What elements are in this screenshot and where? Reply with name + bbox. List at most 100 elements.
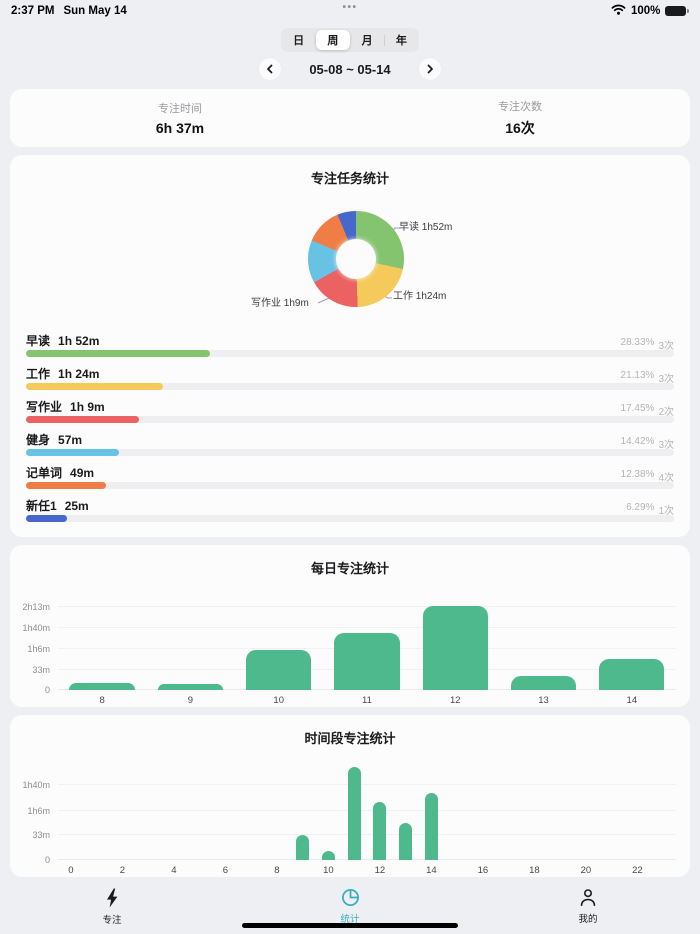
segment-月[interactable]: 月 [351,30,384,50]
task-row: 新任1 25m 6.29% 1次 [26,497,674,522]
bar [599,658,665,690]
x-axis-label [341,865,367,876]
bar [69,683,135,690]
x-axis-label [496,865,522,876]
donut-hole [336,239,376,279]
daily-chart: 0 33m 1h6m 1h40m 2h13m 8 9 10 11 12 13 14 [22,602,676,706]
task-progress-track [26,416,674,423]
date-range-label: 05-08 ~ 05-14 [309,61,391,77]
x-axis-label: 8 [99,695,105,706]
bar-slot [187,755,213,860]
gridline [58,626,676,628]
bar [296,835,310,860]
task-count: 3次 [658,341,674,352]
task-progress-fill [26,383,163,390]
focus-count-label: 专注次数 [498,101,542,113]
multitasking-indicator[interactable]: ••• [342,2,358,13]
status-date: Sun May 14 [63,5,127,17]
donut-callout-label: 早读 1h52m [399,222,453,233]
task-progress-fill [26,350,210,357]
donut-chart-area: 早读 1h52m 工作 1h24m 写作业 1h9m [26,193,674,330]
prev-week-button[interactable] [259,58,281,80]
hourly-stats-title: 时间段专注统计 [304,731,396,746]
x-axis-label: 20 [580,865,592,876]
bar [246,650,312,690]
daily-stats-title: 每日专注统计 [310,561,389,576]
task-name: 健身 [26,433,51,447]
task-progress-track [26,350,674,357]
x-axis-label: 16 [477,865,489,876]
chevron-left-icon [267,64,273,74]
bar-slot [213,755,239,860]
segment-年[interactable]: 年 [385,30,418,50]
bar-slot [625,755,651,860]
tab-profile[interactable]: 我的 [572,886,604,934]
hourly-chart-plot: 0 33m 1h6m 1h40m [22,755,676,865]
daily-chart-bars [58,603,676,690]
task-percent: 14.42% [620,436,655,447]
home-indicator[interactable] [242,923,458,928]
bar-slot [599,755,625,860]
x-axis-label [135,865,161,876]
x-axis-label: 6 [222,865,229,876]
task-stats: 17.45% 2次 [621,403,674,418]
bar-slot [522,755,548,860]
x-axis-label [187,865,213,876]
x-axis-label: 14 [626,695,638,706]
task-percent: 28.33% [620,337,655,348]
bar-slot [573,755,599,860]
x-axis-label: 12 [374,865,386,876]
daily-chart-plot: 0 33m 1h6m 1h40m 2h13m [22,602,676,695]
x-axis-label: 18 [529,865,540,876]
x-axis-label [444,865,470,876]
segment-日[interactable]: 日 [282,30,315,50]
daily-stats-card: 每日专注统计 0 33m 1h6m 1h40m 2h13m 8 9 10 11 12 13 14 [10,545,690,707]
bar [424,793,438,860]
bar-slot [161,755,187,860]
tab-focus[interactable]: 专注 [96,886,128,934]
bar-slot [588,603,676,690]
task-stats: 12.38% 4次 [621,469,674,484]
bar-slot [58,603,146,690]
bar-slot [323,603,411,690]
y-axis-label: 33m [32,664,50,675]
task-time: 25m [64,499,89,513]
segment-divider [383,34,385,46]
tab-statistics[interactable]: 统计 [334,886,367,934]
task-list: 早读 1h 52m 28.33% 3次 工作 1h 24m 21.13% 3次 写作业 1h 9m… [26,332,674,522]
x-axis-label: 12 [449,695,461,706]
task-count: 1次 [658,506,674,517]
hourly-chart: 0 33m 1h6m 1h40m 0 2 4 6 8 10 12 14 16 18 20 22 [22,755,676,876]
task-progress-fill [26,449,120,456]
segment-周[interactable]: 周 [316,30,350,50]
task-row: 写作业 1h 9m 17.45% 2次 [26,398,674,423]
wifi-icon [611,4,626,18]
bar [510,675,577,690]
y-axis-label: 0 [44,855,50,865]
bar-slot [110,755,136,860]
x-axis-label: 10 [323,865,334,876]
next-week-button[interactable] [419,58,441,80]
bar-slot [290,755,316,860]
y-axis-label: 0 [44,685,50,695]
bar-slot [238,755,264,860]
task-stats-card: 专注任务统计 早读 1h52m 工作 1h24m 写作业 1h9m 早读 1h 5… [10,155,690,537]
gridline [58,859,676,860]
bar-slot [367,755,393,860]
task-stats: 28.33% 3次 [621,337,674,352]
date-navigation: 05-08 ~ 05-14 [0,58,700,80]
x-axis-label: 10 [273,695,284,706]
y-axis-label: 2h13m [22,602,50,613]
bar-slot [547,755,573,860]
task-progress-track [26,449,674,456]
hourly-chart-xlabels: 0 2 4 6 8 10 12 14 16 18 20 22 [58,865,676,876]
chevron-right-icon [427,64,433,74]
tab-bar: 专注 统计 我的 [0,877,700,934]
bar-slot [58,755,84,860]
battery-icon [665,5,689,17]
bar [399,823,413,860]
task-time: 1h 9m [70,400,105,414]
donut-callout-label: 写作业 1h9m [251,298,309,309]
task-name: 工作 [26,367,51,381]
x-axis-label: 0 [68,865,74,876]
